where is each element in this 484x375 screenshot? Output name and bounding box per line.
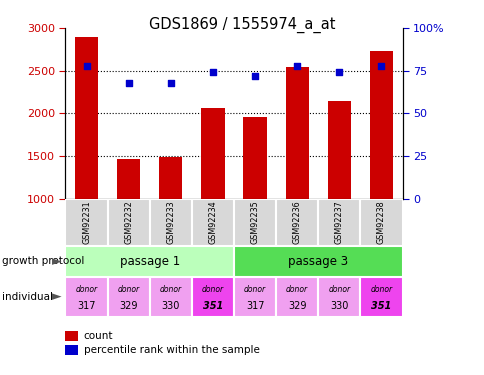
Text: 317: 317 [245,301,264,310]
Bar [233,199,275,246]
Text: count: count [83,332,113,341]
Point [82,63,90,69]
Text: GSM92236: GSM92236 [292,200,301,244]
Text: GSM92235: GSM92235 [250,200,259,244]
Bar [360,199,402,246]
Text: donor: donor [370,285,392,294]
Bar [192,199,233,246]
Text: 351: 351 [202,301,223,310]
Bar [65,332,77,341]
Text: 330: 330 [161,301,180,310]
Text: GSM92232: GSM92232 [124,200,133,244]
Bar [233,246,402,277]
Bar [233,277,275,317]
Text: 329: 329 [287,301,306,310]
Text: donor: donor [118,285,139,294]
Text: individual: individual [2,292,53,302]
Bar [150,277,192,317]
Point [166,80,174,86]
Text: ►: ► [52,255,62,268]
Bar [65,246,233,277]
Text: percentile rank within the sample: percentile rank within the sample [83,345,259,355]
Bar [201,108,224,199]
Text: passage 1: passage 1 [120,255,180,268]
Text: GSM92238: GSM92238 [376,200,385,244]
Text: GSM92234: GSM92234 [208,200,217,244]
Text: GSM92233: GSM92233 [166,200,175,244]
Text: donor: donor [328,285,349,294]
Text: donor: donor [76,285,97,294]
Bar [192,277,233,317]
Bar [318,277,360,317]
Text: 351: 351 [371,301,391,310]
Text: GDS1869 / 1555974_a_at: GDS1869 / 1555974_a_at [149,17,335,33]
Bar [150,199,192,246]
Bar [369,51,392,199]
Bar [107,199,150,246]
Bar [65,345,77,355]
Text: 330: 330 [330,301,348,310]
Bar [275,199,318,246]
Bar [243,117,266,199]
Text: 329: 329 [119,301,137,310]
Bar [65,277,107,317]
Text: donor: donor [159,285,182,294]
Bar [65,199,107,246]
Bar [117,159,140,199]
Bar [360,277,402,317]
Point [335,69,343,75]
Bar [318,199,360,246]
Text: donor: donor [243,285,266,294]
Text: 317: 317 [77,301,96,310]
Point [124,80,132,86]
Bar [327,100,350,199]
Point [209,69,216,75]
Text: growth protocol: growth protocol [2,256,85,266]
Text: ►: ► [52,291,62,303]
Text: GSM92231: GSM92231 [82,200,91,244]
Bar [75,37,98,199]
Text: passage 3: passage 3 [287,255,348,268]
Bar [159,157,182,199]
Text: donor: donor [201,285,224,294]
Bar [107,277,150,317]
Bar [285,68,308,199]
Text: GSM92237: GSM92237 [334,200,343,244]
Point [377,63,385,69]
Bar [275,277,318,317]
Point [251,73,258,79]
Text: donor: donor [286,285,308,294]
Point [293,63,301,69]
